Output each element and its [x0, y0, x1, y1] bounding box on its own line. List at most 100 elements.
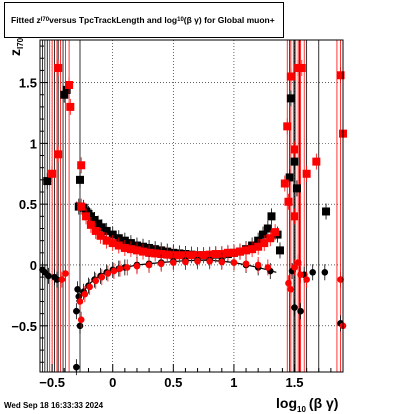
data-point-square-red: [248, 245, 257, 254]
data-point-square-red: [96, 231, 105, 240]
data-point-circle-red: [287, 286, 295, 293]
data-point-circle-red: [104, 270, 112, 277]
data-point-square-red: [280, 179, 289, 188]
vertical-error-lines: [42, 40, 341, 372]
data-point-square-black: [62, 85, 71, 94]
data-point-square-red: [145, 248, 154, 257]
data-point-circle-black: [53, 276, 61, 283]
data-point-square-red: [271, 228, 280, 237]
data-point-circle-black: [45, 272, 52, 280]
data-point-square-red: [336, 71, 345, 80]
data-point-circle-red: [194, 258, 201, 265]
data-point-square-red: [114, 241, 123, 250]
data-point-circle-red: [230, 259, 238, 266]
data-point-circle-red: [133, 262, 141, 270]
data-point-square-red: [108, 239, 117, 248]
x-axis-label: log10 (β γ): [276, 395, 338, 414]
data-point-square-red: [290, 145, 299, 154]
data-point-square-red: [77, 202, 86, 211]
timestamp: Wed Sep 18 16:33:33 2024: [4, 401, 104, 410]
data-point-square-black: [275, 246, 284, 255]
data-point-square-red: [260, 239, 269, 248]
data-point-circle-red: [170, 259, 177, 266]
data-point-square-black: [267, 212, 276, 221]
data-point-circle-black: [73, 363, 80, 371]
data-point-circle-red: [182, 258, 189, 266]
data-point-square-red: [66, 102, 75, 111]
data-point-circle-black: [73, 307, 80, 315]
data-point-circle-red: [218, 258, 226, 266]
data-point-square-red: [54, 150, 63, 159]
x-tick-label: 0: [109, 375, 116, 390]
data-point-circle-black: [74, 286, 81, 293]
data-point-square-black: [263, 224, 272, 233]
data-point-circle-red: [297, 271, 304, 279]
data-point-circle-red: [110, 267, 118, 275]
x-tick-label: 1: [230, 375, 237, 390]
data-point-square-red: [187, 251, 196, 260]
data-point-square-black: [75, 175, 84, 184]
data-point-circle-red: [77, 316, 85, 324]
data-point-square-red: [65, 80, 74, 89]
y-axis-ticks: −0.5 0 0.5 1 1.5: [11, 45, 48, 363]
y-axis-label: zI70: [7, 37, 25, 56]
data-point-circle-red: [123, 264, 131, 271]
plot-frame: [39, 39, 344, 373]
data-point-circle-red: [86, 283, 93, 291]
y-tick-label: −0.5: [11, 319, 37, 334]
data-point-circle-red: [81, 290, 89, 298]
x-tick-label: 0.5: [164, 375, 182, 390]
data-point-circle-red: [98, 273, 106, 281]
data-point-square-black: [43, 177, 52, 186]
y-tick-label: 1: [30, 136, 37, 151]
data-point-circle-red: [264, 264, 272, 271]
data-point-square-red: [199, 251, 208, 260]
data-point-circle-black: [309, 268, 317, 276]
data-point-square-black: [286, 94, 295, 103]
data-point-square-red: [151, 249, 160, 258]
x-tick-label: 1.5: [285, 375, 303, 390]
data-point-square-red: [91, 226, 100, 235]
data-point-square-red: [312, 157, 321, 166]
data-point-circle-red: [294, 259, 302, 266]
data-point-square-black: [102, 226, 111, 235]
data-point-square-red: [229, 248, 238, 257]
data-point-square-red: [286, 72, 295, 81]
data-point-square-red: [120, 243, 129, 252]
data-point-square-red: [297, 63, 306, 72]
data-point-square-red: [266, 234, 275, 243]
data-point-square-red: [223, 248, 232, 257]
data-point-square-red: [86, 220, 95, 229]
data-point-square-red: [242, 246, 251, 255]
data-point-circle-red: [337, 276, 344, 283]
y-tick-label: 0: [30, 258, 37, 273]
data-point-circle-black: [291, 304, 298, 311]
data-point-circle-black: [321, 268, 329, 276]
data-point-circle-red: [62, 270, 69, 277]
data-point-circle-red: [303, 276, 310, 283]
data-point-square-red: [283, 122, 292, 131]
data-point-square-black: [322, 207, 331, 216]
data-point-circle-red: [285, 279, 292, 287]
data-point-circle-red: [242, 260, 250, 268]
x-tick-label: −0.5: [39, 375, 65, 390]
data-point-square-red: [284, 197, 293, 206]
data-point-square-red: [54, 63, 63, 72]
data-point-square-black: [292, 184, 301, 193]
data-points: [39, 59, 347, 376]
data-point-circle-red: [145, 261, 153, 269]
data-point-circle-black: [297, 307, 304, 315]
data-point-square-red: [139, 247, 148, 256]
data-point-circle-black: [76, 322, 84, 330]
y-tick-label: 0.5: [19, 197, 37, 212]
data-point-circle-red: [92, 277, 100, 285]
data-point-square-black: [285, 173, 294, 182]
data-point-circle-red: [116, 265, 124, 272]
data-point-square-red: [102, 236, 111, 245]
data-point-circle-red: [58, 276, 66, 283]
data-point-square-red: [254, 242, 263, 251]
data-point-square-red: [132, 246, 141, 255]
data-point-circle-red: [157, 260, 165, 268]
data-point-circle-red: [206, 258, 213, 265]
